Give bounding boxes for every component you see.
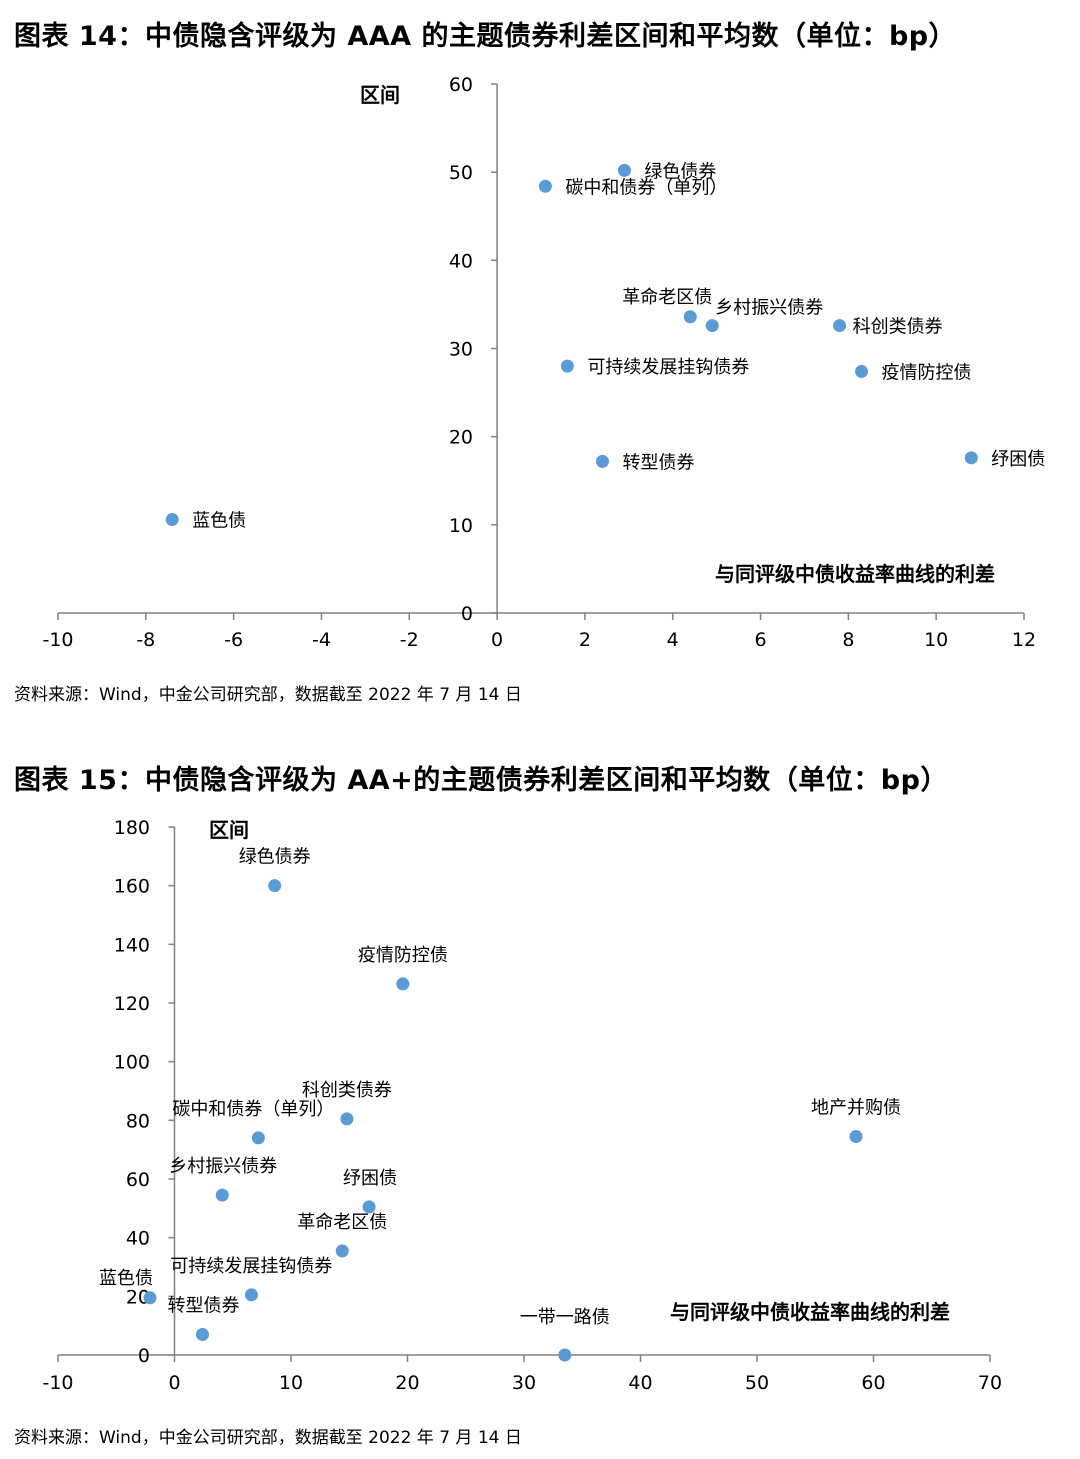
y-tick-label: 180: [114, 817, 150, 839]
data-label: 革命老区债: [622, 287, 712, 308]
x-tick-label: 20: [395, 1372, 419, 1394]
data-point: [833, 319, 847, 333]
data-label: 革命老区债: [297, 1212, 387, 1233]
y-tick-label: 80: [126, 1110, 150, 1132]
x-axis-title: 与同评级中债收益率曲线的利差: [670, 1300, 950, 1324]
data-label: 绿色债券: [644, 161, 716, 182]
data-point: [538, 179, 552, 193]
data-point: [849, 1129, 863, 1143]
data-point: [964, 451, 978, 465]
y-axis-title: 区间: [360, 83, 400, 107]
x-tick-label: 12: [1012, 629, 1036, 651]
data-point: [558, 1348, 572, 1362]
y-tick-label: 20: [126, 1286, 150, 1308]
data-label: 碳中和债券（单列）: [172, 1099, 334, 1120]
x-tick-label: 0: [491, 629, 503, 651]
data-label: 转型债券: [167, 1295, 239, 1316]
data-point: [268, 879, 282, 893]
x-tick-label: 8: [842, 629, 854, 651]
data-point: [335, 1244, 349, 1258]
y-tick-label: 30: [449, 339, 473, 361]
chart-aa-plus-scatter: -10 0 10 20 30 40 50 60 70 0 20 40 60 80 100 120 140 160 1…: [42, 817, 1002, 1394]
x-tick-label: -10: [42, 1372, 73, 1394]
data-label: 转型债券: [622, 452, 694, 473]
data-label: 疫情防控债: [882, 362, 972, 383]
y-tick-label: 50: [449, 162, 473, 184]
figure-15-title: 图表 15：中债隐含评级为 AA+的主题债券利差区间和平均数（单位：bp）: [14, 765, 948, 796]
figure-14-source: 资料来源：Wind，中金公司研究部，数据截至 2022 年 7 月 14 日: [14, 685, 522, 705]
y-tick-label: 20: [449, 427, 473, 449]
data-label: 科创类债券: [302, 1080, 392, 1101]
data-label: 疫情防控债: [358, 945, 448, 966]
data-point: [215, 1188, 229, 1202]
data-label: 蓝色债: [99, 1268, 153, 1289]
data-label: 乡村振兴债券: [169, 1156, 277, 1177]
data-label: 科创类债券: [853, 317, 943, 338]
y-tick-label: 160: [114, 876, 150, 898]
figure-14-title: 图表 14：中债隐含评级为 AAA 的主题债券利差区间和平均数（单位：bp）: [14, 21, 957, 52]
data-point: [855, 364, 869, 378]
data-point: [396, 977, 410, 991]
x-tick-label: -6: [224, 629, 243, 651]
data-point: [705, 319, 719, 333]
x-tick-label: -4: [312, 629, 331, 651]
x-tick-label: -2: [400, 629, 419, 651]
data-label: 纾困债: [991, 449, 1045, 470]
x-tick-label: 2: [579, 629, 591, 651]
y-tick-label: 120: [114, 993, 150, 1015]
data-point: [362, 1200, 376, 1214]
data-point: [595, 454, 609, 468]
x-tick-label: 30: [512, 1372, 536, 1394]
x-tick-label: 6: [754, 629, 766, 651]
y-tick-label: 0: [461, 603, 473, 625]
data-point: [195, 1327, 209, 1341]
y-tick-label: 100: [114, 1052, 150, 1074]
x-tick-label: 0: [168, 1372, 180, 1394]
x-tick-label: 10: [279, 1372, 303, 1394]
y-tick-label: 60: [449, 74, 473, 96]
x-tick-label: 50: [745, 1372, 769, 1394]
data-point: [165, 513, 179, 527]
data-point: [244, 1288, 258, 1302]
data-label: 一带一路债: [520, 1307, 610, 1328]
y-tick-label: 60: [126, 1169, 150, 1191]
data-point: [340, 1112, 354, 1126]
data-point: [617, 163, 631, 177]
x-tick-label: 60: [861, 1372, 885, 1394]
data-point: [143, 1291, 157, 1305]
data-label: 蓝色债: [192, 511, 246, 532]
data-point: [683, 310, 697, 324]
x-tick-label: 10: [924, 629, 948, 651]
data-point: [560, 359, 574, 373]
y-tick-label: 140: [114, 934, 150, 956]
x-tick-label: 70: [978, 1372, 1002, 1394]
data-label: 可持续发展挂钩债券: [587, 357, 749, 378]
data-label: 绿色债券: [239, 847, 311, 868]
data-label: 碳中和债券（单列）: [565, 177, 727, 198]
data-label: 纾困债: [343, 1168, 397, 1189]
data-point: [251, 1131, 265, 1145]
y-axis-title: 区间: [209, 818, 249, 842]
chart-aaa-scatter: -10 -8 -6 -4 -2 0 2 4 6 8 10 12 0 10 20 30 40 50 60 区间与同评级中…: [42, 74, 1045, 651]
data-label: 地产并购债: [811, 1097, 901, 1118]
data-label: 可持续发展挂钩债券: [170, 1256, 332, 1277]
y-tick-label: 0: [138, 1345, 150, 1367]
y-tick-label: 10: [449, 515, 473, 537]
y-tick-label: 40: [449, 250, 473, 272]
data-label: 乡村振兴债券: [715, 298, 823, 319]
figure-15-source: 资料来源：Wind，中金公司研究部，数据截至 2022 年 7 月 14 日: [14, 1428, 522, 1448]
x-tick-label: 4: [667, 629, 679, 651]
x-tick-label: 40: [628, 1372, 652, 1394]
x-tick-label: -8: [136, 629, 155, 651]
y-tick-label: 40: [126, 1228, 150, 1250]
x-axis-title: 与同评级中债收益率曲线的利差: [715, 562, 995, 586]
x-tick-label: -10: [42, 629, 73, 651]
